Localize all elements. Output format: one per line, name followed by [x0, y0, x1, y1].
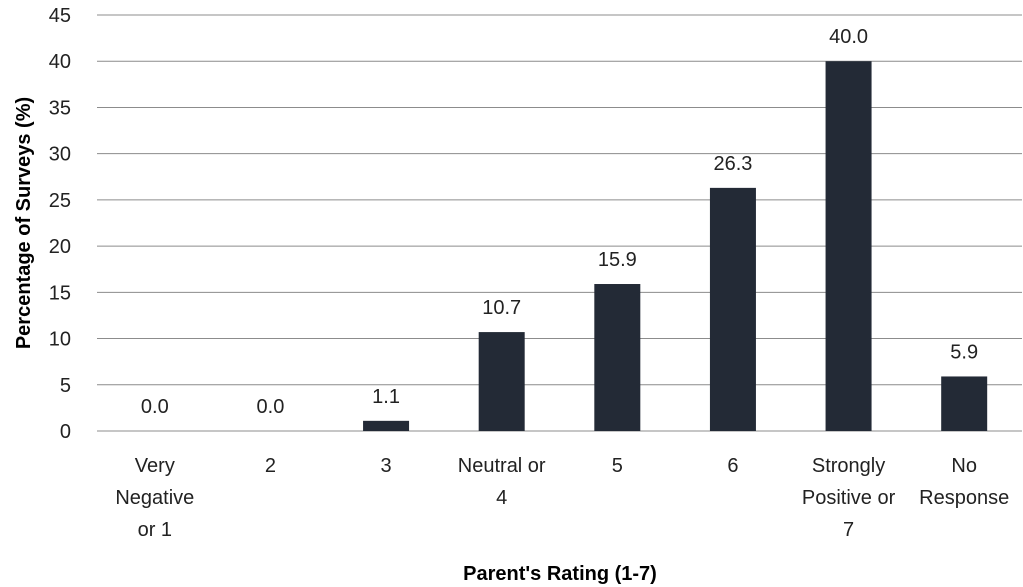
data-label: 15.9 [598, 249, 637, 271]
bar [941, 376, 988, 431]
data-label: 0.0 [257, 396, 285, 418]
gridlines [97, 14, 1022, 432]
x-category-label-line: 3 [381, 455, 392, 477]
x-category-label-line: Neutral or [458, 455, 546, 477]
y-tick-label: 5 [60, 375, 71, 397]
y-tick-label: 25 [49, 190, 71, 212]
x-category-label-line: Positive or [802, 487, 896, 509]
y-tick-label: 10 [49, 329, 71, 351]
x-category-label-line: Very [135, 455, 175, 477]
x-category-label: Strongly Positive or 7 [802, 455, 896, 541]
x-category-label: 5 [612, 455, 623, 477]
data-label: 40.0 [829, 26, 868, 48]
x-category-label: 6 [727, 455, 738, 477]
x-category-labels: Very Negative or 1 2 3 Neutral or 4 5 6 Strongly P… [115, 455, 1009, 541]
x-category-label-line: 2 [265, 455, 276, 477]
x-category-label: Very Negative or 1 [115, 455, 194, 541]
bar [478, 332, 525, 431]
x-category-label-line: 6 [727, 455, 738, 477]
x-category-label-line: 4 [496, 487, 507, 509]
y-tick-label: 40 [49, 51, 71, 73]
x-category-label: Neutral or 4 [458, 455, 546, 509]
x-category-label-line: Response [919, 487, 1009, 509]
x-category-label: 3 [381, 455, 392, 477]
x-category-label-line: 5 [612, 455, 623, 477]
data-label: 1.1 [372, 386, 400, 408]
x-category-label-line: 7 [843, 519, 854, 541]
x-category-label-line: Strongly [812, 455, 885, 477]
bar [825, 61, 872, 431]
bars [363, 61, 988, 431]
x-category-label-line: Negative [115, 487, 194, 509]
data-label: 0.0 [141, 396, 169, 418]
y-tick-label: 35 [49, 97, 71, 119]
y-tick-label: 45 [49, 5, 71, 27]
data-labels: 0.0 0.0 1.1 10.7 15.9 26.3 40.0 5.9 [141, 26, 978, 418]
bar [709, 187, 756, 431]
y-tick-labels: 0 5 10 15 20 25 30 35 40 45 [49, 5, 71, 443]
y-tick-label: 30 [49, 144, 71, 166]
data-label: 26.3 [713, 153, 752, 175]
bar [594, 284, 641, 431]
y-tick-label: 20 [49, 236, 71, 258]
x-axis-title: Parent's Rating (1-7) [463, 563, 657, 585]
x-category-label-line: or 1 [138, 519, 172, 541]
data-label: 10.7 [482, 297, 521, 319]
x-category-label: 2 [265, 455, 276, 477]
bar [363, 420, 410, 431]
x-category-label-line: No [951, 455, 977, 477]
y-tick-label: 0 [60, 421, 71, 443]
y-axis-title: Percentage of Surveys (%) [13, 97, 35, 349]
x-category-label: No Response [919, 455, 1009, 509]
y-tick-label: 15 [49, 282, 71, 304]
data-label: 5.9 [950, 341, 978, 363]
